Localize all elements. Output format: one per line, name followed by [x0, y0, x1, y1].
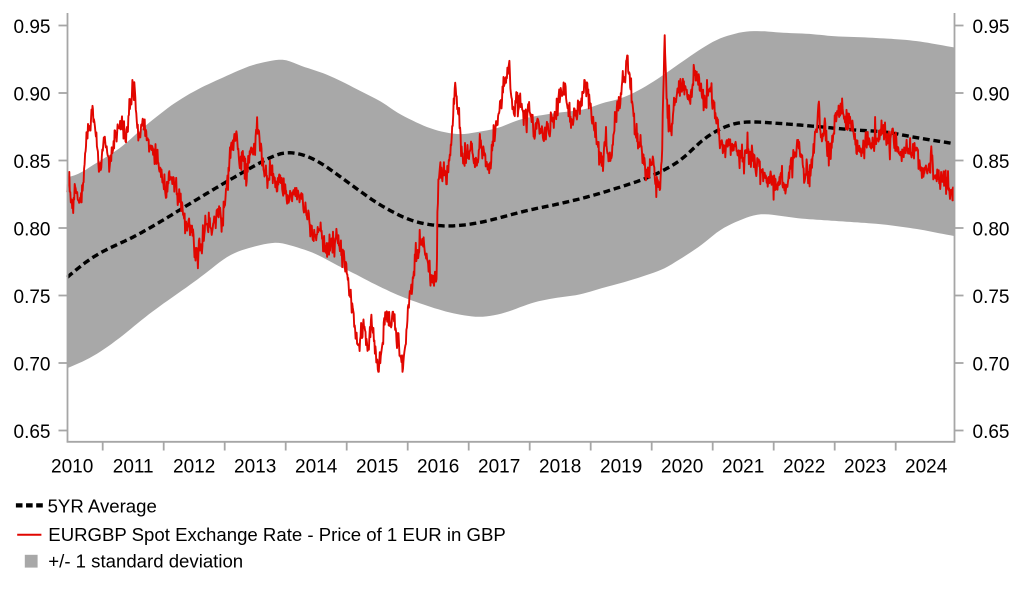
svg-text:+/- 1 standard deviation: +/- 1 standard deviation	[48, 551, 243, 572]
svg-text:0.90: 0.90	[14, 84, 51, 105]
svg-text:0.70: 0.70	[973, 354, 1010, 375]
svg-text:5YR Average: 5YR Average	[48, 495, 157, 516]
svg-text:0.90: 0.90	[973, 84, 1010, 105]
svg-text:2024: 2024	[905, 456, 948, 477]
svg-text:0.80: 0.80	[973, 219, 1010, 240]
svg-text:2010: 2010	[51, 456, 93, 477]
svg-text:2012: 2012	[173, 456, 215, 477]
svg-text:2014: 2014	[295, 456, 338, 477]
svg-text:2020: 2020	[661, 456, 703, 477]
svg-text:2023: 2023	[844, 456, 886, 477]
svg-text:2013: 2013	[234, 456, 276, 477]
svg-text:2016: 2016	[417, 456, 459, 477]
svg-text:0.95: 0.95	[973, 17, 1010, 38]
svg-text:0.75: 0.75	[14, 287, 51, 308]
svg-text:0.65: 0.65	[14, 422, 51, 443]
svg-text:0.70: 0.70	[14, 354, 51, 375]
svg-text:EURGBP Spot Exchange Rate - Pr: EURGBP Spot Exchange Rate - Price of 1 E…	[48, 524, 505, 545]
svg-text:0.75: 0.75	[973, 287, 1010, 308]
svg-text:0.95: 0.95	[14, 17, 51, 38]
svg-text:2015: 2015	[356, 456, 398, 477]
svg-text:2022: 2022	[783, 456, 825, 477]
svg-text:2021: 2021	[722, 456, 764, 477]
svg-text:0.80: 0.80	[14, 219, 51, 240]
svg-text:2019: 2019	[600, 456, 642, 477]
svg-text:0.85: 0.85	[973, 152, 1010, 173]
svg-text:0.65: 0.65	[973, 422, 1010, 443]
svg-text:2011: 2011	[113, 456, 154, 477]
svg-text:2017: 2017	[478, 456, 520, 477]
svg-text:2018: 2018	[539, 456, 581, 477]
svg-text:0.85: 0.85	[14, 152, 51, 173]
